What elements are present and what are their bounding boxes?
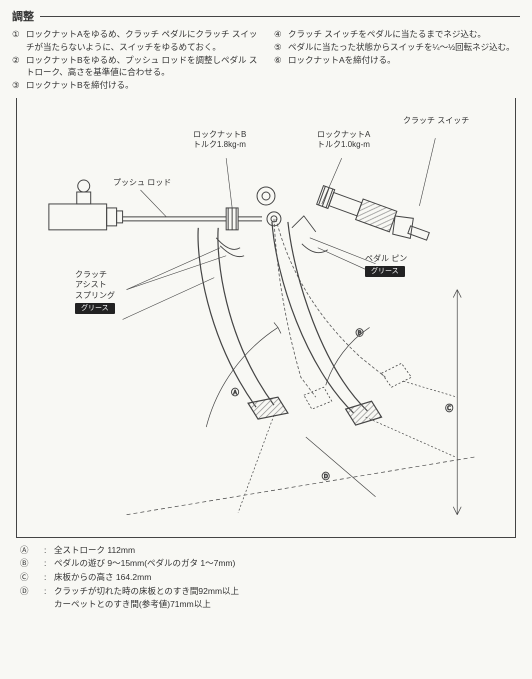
assist-spring-line2: アシスト xyxy=(75,280,107,289)
legend-text: 床板からの高さ 164.2mm xyxy=(54,571,512,585)
legend-colon: : xyxy=(44,557,54,571)
instructions-right-col: ④ クラッチ スイッチをペダルに当たるまでネジ込む。 ⑤ ペダルに当たった状態か… xyxy=(274,28,520,92)
title-rule xyxy=(40,16,520,17)
step-text: ロックナットAをゆるめ、クラッチ ペダルにクラッチ スイッチが当たらないように、… xyxy=(26,28,258,54)
svg-text:Ⓐ: Ⓐ xyxy=(231,388,239,397)
legend-colon: : xyxy=(44,585,54,599)
locknut-a-title: ロックナットA xyxy=(317,130,370,139)
locknut-a-torque: トルク1.0kg-m xyxy=(317,140,370,149)
legend-symbol: Ⓓ xyxy=(20,585,44,599)
legend-text: クラッチが切れた時の床板とのすき間92mm以上 xyxy=(54,585,512,599)
instruction-item: ⑥ ロックナットAを締付ける。 xyxy=(274,54,520,67)
step-text: ペダルに当たった状態からスイッチを¼～½回転ネジ込む。 xyxy=(288,41,520,54)
locknut-b-title: ロックナットB xyxy=(193,130,246,139)
section-title-row: 調整 xyxy=(12,8,520,24)
instruction-item: ③ ロックナットBを締付ける。 xyxy=(12,79,258,92)
step-number: ⑤ xyxy=(274,41,288,54)
legend-item: Ⓒ : 床板からの高さ 164.2mm xyxy=(20,571,512,585)
master-cylinder xyxy=(49,180,123,230)
assist-spring-label: クラッチ アシスト スプリング グリース xyxy=(75,270,115,314)
clutch-switch-shape xyxy=(316,184,432,245)
legend-item: Ⓑ : ペダルの遊び 9～15mm(ペダルのガタ 1～7mm) xyxy=(20,557,512,571)
grease-tag-left: グリース xyxy=(75,303,115,314)
push-rod-label: プッシュ ロッド xyxy=(113,178,171,188)
legend-text: 全ストローク 112mm xyxy=(54,544,512,558)
instruction-item: ② ロックナットBをゆるめ、プッシュ ロッドを調整しペダル ストローク、高さを基… xyxy=(12,54,258,80)
legend-item: カーペットとのすき間(参考値)71mm以上 xyxy=(20,598,512,612)
legend-colon: : xyxy=(44,544,54,558)
pedal-arms xyxy=(198,222,411,425)
instruction-item: ⑤ ペダルに当たった状態からスイッチを¼～½回転ネジ込む。 xyxy=(274,41,520,54)
step-number: ⑥ xyxy=(274,54,288,67)
push-rod-shape xyxy=(123,187,281,230)
step-number: ④ xyxy=(274,28,288,41)
legend-text: カーペットとのすき間(参考値)71mm以上 xyxy=(54,598,512,612)
svg-text:Ⓒ: Ⓒ xyxy=(445,404,453,413)
locknut-b-torque: トルク1.8kg-m xyxy=(193,140,246,149)
step-text: ロックナットAを締付ける。 xyxy=(288,54,520,67)
section-title: 調整 xyxy=(12,8,34,24)
legend-text: ペダルの遊び 9～15mm(ペダルのガタ 1～7mm) xyxy=(54,557,512,571)
legend-item: Ⓐ : 全ストローク 112mm xyxy=(20,544,512,558)
assist-spring-line3: スプリング xyxy=(75,291,115,300)
step-number: ① xyxy=(12,28,26,54)
clutch-switch-label: クラッチ スイッチ xyxy=(403,116,469,126)
grease-tag-right: グリース xyxy=(365,266,405,277)
pedal-pin-text: ペダル ピン xyxy=(365,254,407,263)
locknut-b-label: ロックナットB トルク1.8kg-m xyxy=(193,130,246,151)
instructions-block: ① ロックナットAをゆるめ、クラッチ ペダルにクラッチ スイッチが当たらないよう… xyxy=(12,28,520,92)
assist-spring-line1: クラッチ xyxy=(75,270,107,279)
measurement-lines: Ⓐ Ⓑ Ⓒ Ⓓ xyxy=(127,289,476,514)
step-text: ロックナットBを締付ける。 xyxy=(26,79,258,92)
legend-symbol: Ⓒ xyxy=(20,571,44,585)
step-text: クラッチ スイッチをペダルに当たるまでネジ込む。 xyxy=(288,28,520,41)
step-text: ロックナットBをゆるめ、プッシュ ロッドを調整しペダル ストローク、高さを基準値… xyxy=(26,54,258,80)
locknut-a-label: ロックナットA トルク1.0kg-m xyxy=(317,130,370,151)
legend-block: Ⓐ : 全ストローク 112mm Ⓑ : ペダルの遊び 9～15mm(ペダルのガ… xyxy=(12,542,520,612)
legend-item: Ⓓ : クラッチが切れた時の床板とのすき間92mm以上 xyxy=(20,585,512,599)
legend-colon: : xyxy=(44,571,54,585)
mechanical-diagram: Ⓐ Ⓑ Ⓒ Ⓓ xyxy=(16,98,516,538)
step-number: ② xyxy=(12,54,26,80)
step-number: ③ xyxy=(12,79,26,92)
svg-text:Ⓑ: Ⓑ xyxy=(356,328,364,337)
legend-symbol: Ⓑ xyxy=(20,557,44,571)
instruction-item: ④ クラッチ スイッチをペダルに当たるまでネジ込む。 xyxy=(274,28,520,41)
diagram-svg: Ⓐ Ⓑ Ⓒ Ⓓ xyxy=(17,98,515,537)
instruction-item: ① ロックナットAをゆるめ、クラッチ ペダルにクラッチ スイッチが当たらないよう… xyxy=(12,28,258,54)
instructions-left-col: ① ロックナットAをゆるめ、クラッチ ペダルにクラッチ スイッチが当たらないよう… xyxy=(12,28,258,92)
legend-symbol: Ⓐ xyxy=(20,544,44,558)
svg-text:Ⓓ: Ⓓ xyxy=(322,472,330,481)
pedal-pin-label: ペダル ピン グリース xyxy=(365,254,407,277)
